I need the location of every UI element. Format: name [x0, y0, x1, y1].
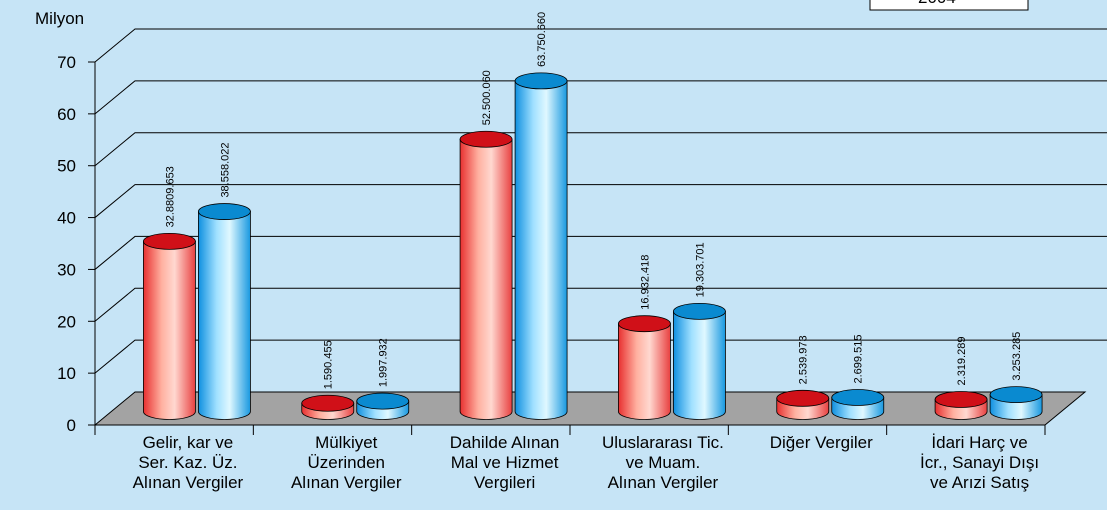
cylinder-top — [673, 302, 726, 320]
grid-line — [94, 339, 1107, 374]
x-tick-label: Gelir, kar ve Ser. Kaz. Üz. Alınan Vergile… — [133, 433, 244, 492]
y-axis-label: Milyon — [35, 9, 84, 28]
x-tick-label: Diğer Vergiler — [770, 433, 873, 452]
value-label: 63.750.660 — [536, 12, 548, 67]
cylinder — [776, 389, 830, 420]
cylinder-body — [459, 138, 513, 420]
x-tick-label: İdari Harç ve İcr., Sanayi Dışı ve Arızi S… — [920, 433, 1039, 492]
grid-line — [94, 235, 1107, 270]
cylinder-top — [514, 72, 568, 90]
cylinder-top — [301, 394, 355, 412]
grid-line — [94, 287, 1107, 322]
y-tick-label: 40 — [57, 209, 76, 228]
value-label: 2.699.515 — [853, 335, 865, 384]
cylinder-top — [618, 315, 671, 333]
cylinder — [934, 391, 988, 420]
grid-line — [94, 28, 1107, 63]
cylinder-top — [776, 389, 830, 407]
cylinder-body — [618, 323, 671, 420]
legend-box — [869, 0, 1029, 11]
cylinder — [459, 130, 513, 420]
cylinder — [673, 302, 726, 420]
cylinder-top — [934, 391, 988, 408]
y-tick-label: 0 — [67, 416, 76, 435]
y-tick-label: 70 — [57, 53, 76, 72]
cylinder-top — [831, 389, 885, 406]
cylinder — [514, 72, 568, 420]
x-tick-label: Mülkiyet Üzerinden Alınan Vergiler — [291, 433, 402, 492]
value-label: 16.932.418 — [639, 255, 651, 310]
cylinder-top — [143, 232, 196, 250]
cylinder-body — [514, 80, 568, 420]
value-label: 1.997.932 — [378, 338, 390, 387]
grid-line — [94, 184, 1107, 218]
value-label: 32.8809.653 — [164, 166, 176, 227]
cylinder — [198, 203, 251, 420]
cylinder — [831, 389, 885, 420]
value-label: 19.303.701 — [694, 242, 706, 297]
value-label: 2.539.973 — [798, 335, 810, 384]
x-tick-label: Uluslararası Tic. ve Muam. Alınan Vergiler — [602, 433, 724, 492]
cylinder-top — [198, 203, 251, 220]
value-label: 3.253.285 — [1011, 332, 1023, 381]
grid-line — [94, 80, 1107, 115]
cylinder — [143, 232, 196, 420]
legend-label: 2004 — [918, 0, 956, 7]
y-tick-label: 60 — [57, 105, 76, 124]
cylinder-body — [673, 310, 726, 420]
y-tick-label: 20 — [57, 312, 76, 331]
y-tick-label: 10 — [57, 364, 76, 383]
cylinder-top — [356, 392, 410, 410]
value-label: 52.500.060 — [481, 70, 493, 125]
cylinder-body — [143, 240, 196, 420]
y-tick-label: 50 — [57, 157, 76, 176]
value-label: 1.590.455 — [323, 340, 335, 389]
value-label: 38.558.022 — [219, 142, 231, 197]
x-tick-label: Dahilde Alınan Mal ve Hizmet Vergileri — [450, 433, 560, 492]
y-tick-label: 30 — [57, 260, 76, 279]
cylinder — [989, 386, 1043, 420]
cylinder — [356, 392, 410, 420]
cylinder-body — [198, 211, 251, 420]
cylinder — [618, 315, 671, 420]
value-label: 2.319.289 — [956, 337, 968, 386]
cylinder-top — [459, 130, 513, 148]
cylinder — [301, 394, 355, 420]
cylinder-top — [989, 386, 1043, 404]
grid-line — [94, 132, 1107, 167]
